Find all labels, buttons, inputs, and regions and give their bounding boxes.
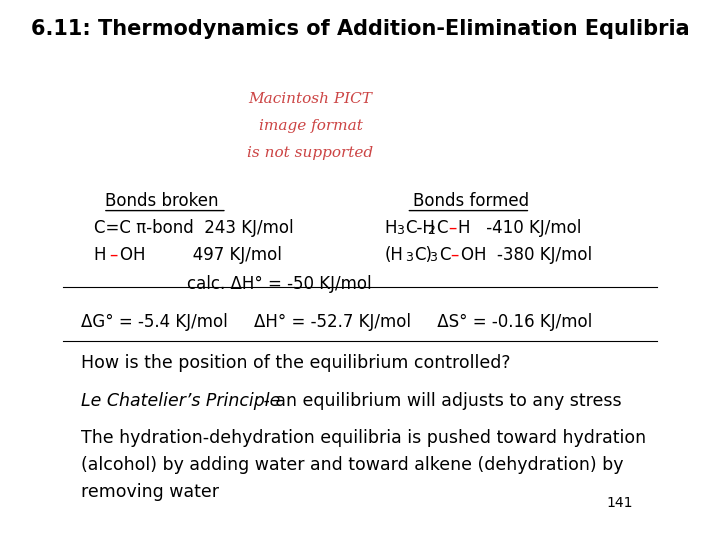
Text: 3: 3 xyxy=(429,251,437,264)
Text: OH  -380 KJ/mol: OH -380 KJ/mol xyxy=(461,246,592,264)
Text: ΔG° = -5.4 KJ/mol     ΔH° = -52.7 KJ/mol     ΔS° = -0.16 KJ/mol: ΔG° = -5.4 KJ/mol ΔH° = -52.7 KJ/mol ΔS°… xyxy=(81,313,593,331)
Text: Le Chatelier’s Principle: Le Chatelier’s Principle xyxy=(81,392,281,409)
Text: (alcohol) by adding water and toward alkene (dehydration) by: (alcohol) by adding water and toward alk… xyxy=(81,456,624,474)
Text: H: H xyxy=(94,246,106,264)
Text: Bonds formed: Bonds formed xyxy=(413,192,529,210)
Text: 3: 3 xyxy=(405,251,413,264)
Text: Macintosh PICT: Macintosh PICT xyxy=(248,92,372,106)
Text: Bonds broken: Bonds broken xyxy=(105,192,219,210)
Text: (H: (H xyxy=(384,246,404,264)
Text: C: C xyxy=(436,219,448,237)
Text: 6.11: Thermodynamics of Addition-Elimination Equlibria: 6.11: Thermodynamics of Addition-Elimina… xyxy=(31,19,689,39)
Text: 141: 141 xyxy=(606,496,633,510)
Text: - an equilibrium will adjusts to any stress: - an equilibrium will adjusts to any str… xyxy=(258,392,621,409)
Text: removing water: removing water xyxy=(81,483,220,501)
Text: –: – xyxy=(448,219,456,237)
Text: calc. ΔH° = -50 KJ/mol: calc. ΔH° = -50 KJ/mol xyxy=(187,275,372,293)
Text: How is the position of the equilibrium controlled?: How is the position of the equilibrium c… xyxy=(81,354,510,372)
Text: C-H: C-H xyxy=(405,219,435,237)
Text: C: C xyxy=(438,246,450,264)
Text: is not supported: is not supported xyxy=(248,146,374,160)
Text: C): C) xyxy=(415,246,433,264)
Text: OH         497 KJ/mol: OH 497 KJ/mol xyxy=(120,246,282,264)
Text: –: – xyxy=(109,246,117,264)
Text: H   -410 KJ/mol: H -410 KJ/mol xyxy=(459,219,582,237)
Text: 2: 2 xyxy=(427,224,435,237)
Text: The hydration-dehydration equilibria is pushed toward hydration: The hydration-dehydration equilibria is … xyxy=(81,429,647,447)
Text: H: H xyxy=(384,219,397,237)
Text: image format: image format xyxy=(258,119,362,133)
Text: C=C π-bond  243 KJ/mol: C=C π-bond 243 KJ/mol xyxy=(94,219,293,237)
Text: 3: 3 xyxy=(396,224,404,237)
Text: –: – xyxy=(451,246,459,264)
